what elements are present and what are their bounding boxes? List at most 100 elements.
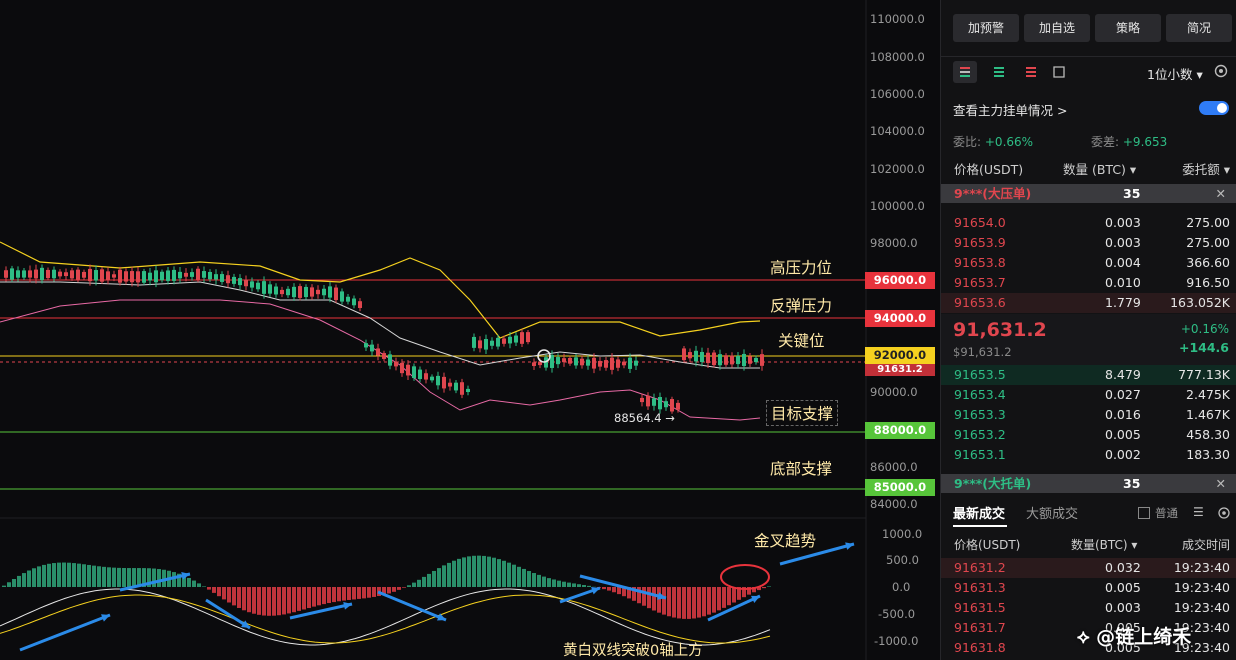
- bid-price: 91653.2: [954, 427, 1006, 442]
- ask-row[interactable]: 91654.0 0.003 275.00: [941, 213, 1236, 233]
- ask-row[interactable]: 91653.9 0.003 275.00: [941, 233, 1236, 253]
- bid-row[interactable]: 91653.5 8.479 777.13K: [941, 365, 1236, 385]
- ask-row[interactable]: 91653.8 0.004 366.60: [941, 253, 1236, 273]
- macd-bar: [217, 587, 221, 597]
- macd-axis-label: 1000.0: [882, 527, 923, 541]
- candle-body: [382, 353, 386, 359]
- trend-arrow: [707, 594, 761, 622]
- chart-canvas[interactable]: [0, 0, 940, 660]
- macd-bar: [207, 587, 211, 590]
- candle-body: [436, 375, 440, 386]
- orderbook-header: 价格(USDT) 数量 (BTC) ▾ 委托额 ▾: [941, 160, 1236, 180]
- ask-row[interactable]: 91653.6 1.779 163.052K: [941, 293, 1236, 313]
- candle-body: [478, 340, 482, 349]
- trade-price: 91631.7: [954, 620, 1006, 635]
- macd-bar: [527, 571, 531, 587]
- strategy-button[interactable]: 策略: [1095, 14, 1161, 42]
- macd-bar: [552, 579, 556, 587]
- bid-row[interactable]: 91653.3 0.016 1.467K: [941, 405, 1236, 425]
- candle-body: [658, 397, 662, 410]
- candle-body: [424, 373, 428, 380]
- macd-bar: [132, 568, 136, 587]
- candle-body: [250, 281, 254, 288]
- depth-toggle[interactable]: [1199, 101, 1229, 115]
- view-asks-icon[interactable]: [1019, 61, 1043, 83]
- sell-wall-banner[interactable]: 9***(大压单) 35 ✕: [941, 184, 1236, 203]
- candle-body: [616, 359, 620, 368]
- candle-body: [388, 354, 392, 366]
- ask-amount: 916.50: [1186, 275, 1230, 290]
- close-icon[interactable]: ✕: [1215, 476, 1226, 491]
- macd-bar: [682, 587, 686, 619]
- ask-row[interactable]: 91653.7 0.010 916.50: [941, 273, 1236, 293]
- tab-large-trades[interactable]: 大额成交: [1026, 507, 1079, 522]
- close-icon[interactable]: ✕: [1215, 186, 1226, 201]
- candle-body: [16, 270, 20, 278]
- bid-amount: 458.30: [1186, 427, 1230, 442]
- list-icon[interactable]: ☰: [1193, 505, 1204, 519]
- header-amount[interactable]: 委托额 ▾: [1182, 162, 1230, 177]
- trades-header-qty[interactable]: 数量(BTC) ▾: [1071, 538, 1138, 552]
- bollinger-middle: [0, 281, 760, 369]
- change-absolute: +144.6: [1178, 340, 1229, 355]
- view-bids-icon[interactable]: [987, 61, 1011, 83]
- trade-qty: 0.005: [1105, 620, 1141, 635]
- view-trades-icon[interactable]: [1047, 61, 1071, 83]
- normal-checkbox[interactable]: [1138, 507, 1150, 519]
- macd-bar: [222, 587, 226, 600]
- decimal-select[interactable]: 1位小数 ▾: [1147, 64, 1203, 83]
- ask-qty: 0.003: [1105, 215, 1141, 230]
- bid-row[interactable]: 91653.1 0.002 183.30: [941, 445, 1236, 465]
- macd-bar: [707, 587, 711, 615]
- candle-body: [550, 355, 554, 368]
- candle-body: [496, 337, 500, 347]
- macd-bar: [537, 574, 541, 587]
- level-tag-88000: 88000.0: [865, 422, 935, 439]
- buy-wall-banner[interactable]: 9***(大托单) 35 ✕: [941, 474, 1236, 493]
- macd-bar: [487, 556, 491, 587]
- macd-axis-label: 500.0: [886, 553, 919, 567]
- trade-price: 91631.5: [954, 600, 1006, 615]
- candle-body: [592, 357, 596, 369]
- candle-body: [76, 269, 80, 280]
- candle-body: [604, 360, 608, 368]
- macd-bar: [347, 587, 351, 600]
- macd-bar: [32, 568, 36, 587]
- bid-row[interactable]: 91653.2 0.005 458.30: [941, 425, 1236, 445]
- depth-link[interactable]: 查看主力挂单情况 >: [953, 103, 1068, 118]
- macd-bar: [272, 587, 276, 616]
- macd-bar: [447, 562, 451, 587]
- macd-bar: [542, 576, 546, 587]
- macd-bar: [177, 573, 181, 587]
- sell-wall-value: 35: [1123, 186, 1141, 201]
- macd-bar: [27, 570, 31, 587]
- macd-bar: [37, 566, 41, 587]
- macd-bar: [647, 587, 651, 609]
- settings-icon[interactable]: [1213, 63, 1229, 82]
- candle-body: [262, 281, 266, 294]
- add-alert-button[interactable]: 加预警: [953, 14, 1019, 42]
- header-qty[interactable]: 数量 (BTC) ▾: [1063, 162, 1137, 177]
- macd-bar: [762, 587, 766, 589]
- add-watchlist-button[interactable]: 加自选: [1024, 14, 1090, 42]
- macd-bar: [322, 587, 326, 605]
- macd-bar: [657, 587, 661, 613]
- candle-body: [634, 360, 638, 366]
- ask-price: 91653.7: [954, 275, 1006, 290]
- view-both-icon[interactable]: [953, 61, 977, 83]
- settings-icon[interactable]: [1217, 506, 1231, 523]
- candle-body: [676, 402, 680, 410]
- candle-body: [178, 271, 182, 279]
- overview-button[interactable]: 简况: [1166, 14, 1232, 42]
- bid-row[interactable]: 91653.4 0.027 2.475K: [941, 385, 1236, 405]
- macd-bar: [87, 564, 91, 587]
- kline-chart[interactable]: 110000.0 108000.0 106000.0 104000.0 1020…: [0, 0, 940, 660]
- trade-time: 19:23:40: [1173, 580, 1230, 595]
- candle-body: [646, 395, 650, 407]
- candle-body: [202, 271, 206, 278]
- macd-bar: [127, 568, 131, 587]
- macd-bar: [482, 555, 486, 587]
- tab-latest-trades[interactable]: 最新成交: [953, 507, 1006, 522]
- candle-body: [64, 272, 68, 277]
- trade-price: 91631.3: [954, 580, 1006, 595]
